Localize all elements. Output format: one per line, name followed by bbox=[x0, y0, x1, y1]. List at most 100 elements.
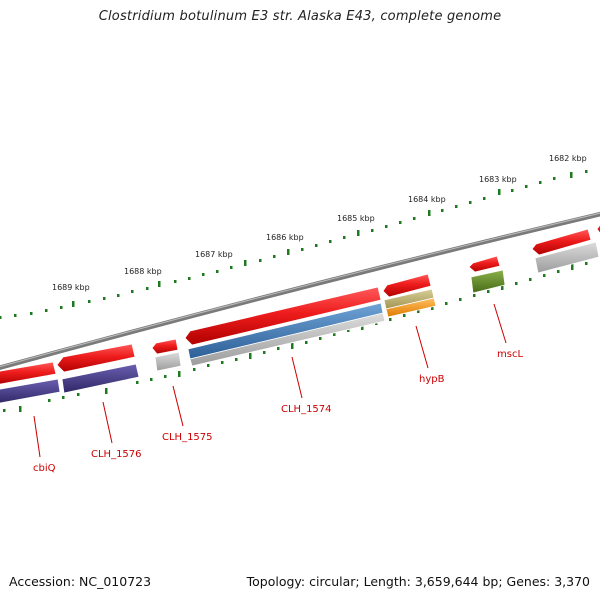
outer-dot bbox=[301, 248, 304, 251]
kbp-label: 1687 kbp bbox=[195, 250, 233, 259]
outer-dot bbox=[30, 312, 33, 315]
outer-dot bbox=[399, 221, 402, 224]
outer-dot bbox=[117, 294, 120, 297]
inner-dot bbox=[543, 274, 546, 277]
inner-dot bbox=[333, 333, 336, 336]
outer-dot bbox=[553, 177, 556, 180]
feature-bars bbox=[0, 241, 600, 404]
gene-label-CLH-1574[interactable]: CLH_1574 bbox=[281, 404, 332, 415]
inner-tick bbox=[291, 343, 294, 349]
outer-dot bbox=[585, 170, 588, 173]
feature-bar-purple-2[interactable] bbox=[61, 363, 140, 394]
inner-dot bbox=[221, 361, 224, 364]
kbp-label: 1686 kbp bbox=[266, 233, 304, 242]
outer-scale-track bbox=[0, 170, 588, 319]
inner-dot bbox=[319, 337, 322, 340]
gene-label-mscL[interactable]: mscL bbox=[497, 349, 523, 360]
inner-dot bbox=[305, 341, 308, 344]
feature-bar-grey-1[interactable] bbox=[154, 351, 182, 372]
topology-text: Topology: circular; Length: 3,659,644 bp… bbox=[246, 574, 590, 589]
inner-dot bbox=[389, 318, 392, 321]
outer-dot bbox=[188, 277, 191, 280]
leader-line bbox=[102, 401, 113, 444]
outer-dot bbox=[0, 316, 2, 319]
kbp-label: 1682 kbp bbox=[549, 154, 587, 163]
outer-dot bbox=[174, 280, 177, 283]
gene-arrow-cbiQ[interactable] bbox=[0, 361, 57, 385]
inner-dot bbox=[487, 290, 490, 293]
inner-dot bbox=[375, 322, 378, 325]
inner-dot bbox=[164, 375, 167, 378]
gene-arrow-CLH-1574[interactable] bbox=[184, 286, 382, 346]
inner-dot bbox=[445, 302, 448, 305]
outer-dot bbox=[14, 314, 17, 317]
gene-label-CLH-1576[interactable]: CLH_1576 bbox=[91, 449, 142, 460]
inner-tick bbox=[19, 406, 22, 412]
inner-dot bbox=[235, 358, 238, 361]
leader-line bbox=[493, 303, 507, 344]
gene-arrow-edge[interactable] bbox=[596, 224, 600, 234]
outer-dot bbox=[371, 229, 374, 232]
gene-label-hypB[interactable]: hypB bbox=[419, 374, 445, 385]
kbp-tick bbox=[570, 172, 573, 178]
outer-dot bbox=[343, 236, 346, 239]
inner-dot bbox=[48, 399, 51, 402]
inner-dot bbox=[150, 378, 153, 381]
accession-text: Accession: NC_010723 bbox=[9, 574, 152, 589]
outer-dot bbox=[131, 290, 134, 293]
kbp-tick bbox=[244, 260, 247, 266]
inner-tick bbox=[501, 284, 504, 290]
outer-dot bbox=[469, 201, 472, 204]
kbp-label: 1685 kbp bbox=[337, 214, 375, 223]
inner-dot bbox=[3, 409, 6, 412]
gene-labels: cbiQ CLH_1576 CLH_1575 CLH_1574 hypB msc… bbox=[33, 349, 523, 474]
outer-dot bbox=[329, 240, 332, 243]
inner-tick bbox=[571, 264, 574, 270]
outer-dot bbox=[216, 270, 219, 273]
outer-dot bbox=[103, 297, 106, 300]
feature-bar-grey-3[interactable] bbox=[534, 241, 600, 274]
outer-dot bbox=[441, 209, 444, 212]
outer-dot bbox=[146, 287, 149, 290]
feature-bar-grey-2[interactable] bbox=[189, 312, 386, 367]
outer-dot bbox=[539, 181, 542, 184]
gene-arrow-mscL[interactable] bbox=[468, 255, 501, 273]
outer-dot bbox=[202, 273, 205, 276]
outer-dot bbox=[315, 244, 318, 247]
inner-dot bbox=[473, 294, 476, 297]
gene-arrows bbox=[0, 224, 600, 385]
gene-arrow-hypB[interactable] bbox=[382, 273, 432, 298]
inner-dot bbox=[403, 314, 406, 317]
inner-dot bbox=[193, 368, 196, 371]
inner-dot bbox=[277, 347, 280, 350]
outer-dot bbox=[385, 225, 388, 228]
kbp-tick bbox=[498, 189, 501, 195]
gene-label-cbiQ[interactable]: cbiQ bbox=[33, 463, 56, 474]
kbp-tick bbox=[158, 281, 161, 287]
inner-dot bbox=[207, 364, 210, 367]
kbp-tick bbox=[287, 249, 290, 255]
leader-lines bbox=[33, 303, 507, 458]
kbp-label: 1684 kbp bbox=[408, 195, 446, 204]
outer-dot bbox=[273, 255, 276, 258]
feature-bar-purple-1[interactable] bbox=[0, 378, 61, 404]
gene-arrow-CLH-1576[interactable] bbox=[56, 343, 136, 373]
gene-arrow-next[interactable] bbox=[531, 228, 592, 256]
feature-bar-green[interactable] bbox=[470, 269, 506, 294]
inner-dot bbox=[417, 310, 420, 313]
genome-backbone-highlight bbox=[0, 212, 600, 368]
outer-dot bbox=[88, 300, 91, 303]
inner-dot bbox=[136, 381, 139, 384]
inner-dot bbox=[62, 396, 65, 399]
genome-backbone bbox=[0, 211, 600, 370]
inner-dot bbox=[515, 282, 518, 285]
feature-bar-orange[interactable] bbox=[385, 297, 437, 318]
leader-line bbox=[33, 415, 41, 458]
gene-arrow-CLH-1575[interactable] bbox=[151, 338, 179, 355]
kbp-label: 1688 kbp bbox=[124, 267, 162, 276]
kbp-labels: 1682 kbp 1683 kbp 1684 kbp 1685 kbp 1686… bbox=[52, 154, 587, 292]
inner-dot bbox=[347, 329, 350, 332]
inner-dot bbox=[263, 351, 266, 354]
gene-label-CLH-1575[interactable]: CLH_1575 bbox=[162, 432, 213, 443]
